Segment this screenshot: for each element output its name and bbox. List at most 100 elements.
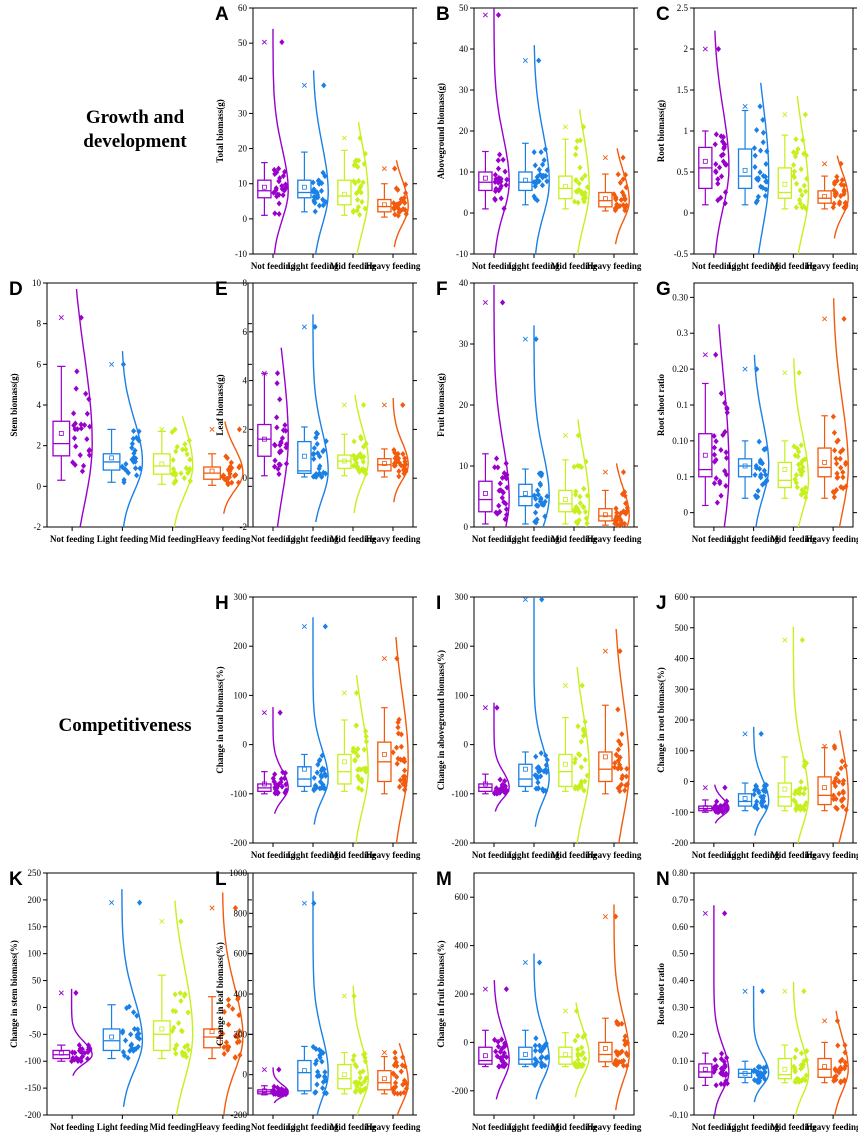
data-point (794, 1075, 800, 1082)
data-point (612, 764, 618, 771)
data-point (832, 745, 838, 752)
x-category-label: Mid feeding (551, 534, 598, 544)
y-axis-label: Change in total biomass(%) (215, 666, 225, 773)
data-point (320, 196, 326, 203)
data-point (236, 464, 242, 471)
y-tick-label: 0.70 (672, 895, 688, 905)
data-point (762, 192, 769, 199)
density-curve (753, 354, 770, 528)
data-point (353, 1079, 360, 1086)
box-body (102, 1028, 121, 1052)
max-marker (261, 710, 267, 716)
y-tick-label: 20 (459, 126, 469, 136)
data-point (838, 181, 844, 188)
box-3 (203, 421, 244, 514)
data-point (536, 166, 542, 173)
data-point (502, 168, 508, 175)
data-point (535, 779, 541, 786)
max-marker (482, 300, 488, 306)
max-marker (58, 990, 64, 996)
data-point (757, 103, 763, 110)
x-category-label: Light feeding (728, 261, 780, 271)
data-point (131, 428, 137, 435)
data-point (282, 422, 288, 429)
data-point (536, 57, 542, 64)
data-point (802, 484, 809, 491)
data-point (840, 780, 846, 787)
data-point (282, 1087, 289, 1094)
data-point (719, 1050, 725, 1057)
y-tick-label: 0 (464, 522, 469, 532)
density-curve (70, 988, 93, 1076)
data-point (128, 1031, 134, 1038)
max-marker (742, 988, 748, 994)
data-point (534, 174, 540, 181)
data-point (495, 1038, 501, 1045)
data-point (575, 199, 581, 206)
data-point (276, 200, 282, 207)
data-point (351, 438, 357, 445)
data-point (400, 197, 406, 204)
box-0 (52, 289, 93, 528)
box-body (203, 1028, 222, 1049)
data-point (761, 446, 767, 453)
data-point (613, 515, 619, 522)
data-point (794, 484, 800, 491)
data-point (276, 1066, 282, 1073)
y-tick-label: 0 (243, 1070, 248, 1080)
data-point (715, 197, 721, 204)
data-point (712, 458, 718, 465)
panel-letter: J (656, 593, 667, 614)
box-body (377, 198, 392, 213)
data-point (172, 426, 178, 433)
y-tick-label: 0 (684, 508, 689, 518)
data-point (542, 498, 548, 505)
panel-letter: A (215, 4, 229, 25)
data-point (497, 776, 503, 783)
mean-marker (109, 455, 114, 461)
mean-marker (822, 1064, 827, 1069)
data-point (280, 173, 287, 180)
data-point (501, 470, 507, 477)
y-tick-label: 0.60 (672, 922, 688, 932)
max-marker (341, 993, 347, 999)
data-point (357, 1074, 363, 1081)
data-point (271, 778, 277, 785)
box-body (337, 753, 352, 785)
data-point (279, 1088, 285, 1095)
data-point (613, 1048, 619, 1055)
mean-marker (563, 761, 568, 767)
data-point (311, 451, 317, 458)
mean-marker (603, 754, 608, 760)
data-point (834, 177, 840, 184)
density-curve (574, 1002, 590, 1098)
data-point (358, 435, 364, 442)
data-point (578, 738, 584, 745)
data-point (315, 1068, 321, 1075)
mean-marker (261, 436, 267, 442)
data-point (358, 1081, 364, 1088)
data-point (535, 785, 541, 792)
data-point (800, 1075, 806, 1082)
data-point (718, 173, 725, 180)
box-2 (558, 667, 590, 844)
data-point (73, 443, 79, 450)
data-point (759, 460, 765, 467)
max-marker (341, 690, 347, 696)
data-point (617, 754, 623, 761)
data-point (394, 760, 400, 767)
data-point (582, 172, 588, 179)
data-point (833, 455, 839, 462)
box-1 (297, 891, 330, 1116)
y-tick-label: 0 (464, 208, 469, 218)
data-point (323, 438, 329, 445)
data-point (840, 789, 846, 796)
data-point (178, 1027, 185, 1034)
y-tick-label: -100 (672, 807, 689, 817)
data-point (496, 1063, 502, 1070)
data-point (277, 449, 283, 456)
density-curve (272, 28, 289, 255)
data-point (73, 385, 79, 392)
box-3 (598, 628, 630, 844)
box-2 (337, 985, 369, 1116)
